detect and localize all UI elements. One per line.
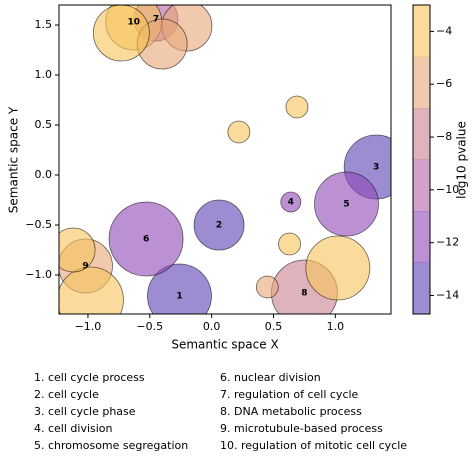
x-tick-label: −0.5 (136, 320, 163, 333)
bubble-label: 4 (288, 198, 294, 208)
colorbar-tick-label: −8 (436, 130, 452, 143)
colorbar-tick-label: −12 (436, 236, 459, 249)
bubble-label: 6 (143, 235, 149, 245)
colorbar-band (413, 108, 430, 160)
bubble (59, 227, 96, 273)
legend-entry: 5. chromosome segregation (34, 439, 188, 452)
bubble (255, 275, 279, 299)
legend-entry: 8. DNA metabolic process (220, 405, 362, 418)
bubble (227, 120, 251, 144)
colorbar-label: log10 pvalue (455, 121, 469, 199)
colorbar-tick-label: −4 (436, 24, 452, 37)
y-axis-label: Semantic space Y (7, 106, 21, 213)
legend-entry: 9. microtubule-based process (220, 422, 383, 435)
y-tick-label: 0.0 (35, 168, 53, 181)
y-tick-label: 1.0 (35, 68, 53, 81)
x-axis-label: Semantic space X (171, 338, 278, 352)
legend-entry: 2. cell cycle (34, 388, 99, 401)
legend-entry: 1. cell cycle process (34, 371, 145, 384)
bubble (305, 235, 371, 301)
bubble-label: 8 (301, 289, 307, 299)
bubble-label: 5 (343, 200, 349, 210)
y-tick-label: 0.5 (35, 118, 53, 131)
x-tick-label: 0.5 (265, 320, 283, 333)
bubble (278, 232, 301, 256)
bubble-label: 9 (82, 262, 88, 272)
legend-entry: 6. nuclear division (220, 371, 321, 384)
legend-entry: 10. regulation of mitotic cell cycle (220, 439, 407, 452)
x-tick-label: 1.0 (327, 320, 345, 333)
bubble (193, 199, 245, 251)
colorbar-tick-label: −6 (436, 77, 452, 90)
bubble-label: 7 (153, 15, 159, 25)
y-tick-label: −1.0 (25, 268, 52, 281)
x-tick-label: 0.0 (203, 320, 221, 333)
bubble (280, 191, 302, 213)
x-tick-label: −1.0 (75, 320, 102, 333)
colorbar-tick-label: −10 (436, 183, 459, 196)
colorbar-tick-label: −14 (436, 289, 459, 302)
legend-entry: 4. cell division (34, 422, 113, 435)
bubble (92, 5, 150, 62)
colorbar-band (413, 159, 430, 212)
bubble (147, 263, 212, 314)
bubble-label: 3 (373, 163, 379, 173)
bubble (59, 266, 124, 314)
colorbar-frame (412, 4, 431, 315)
plot-frame (58, 4, 392, 315)
legend-entry: 3. cell cycle phase (34, 405, 136, 418)
bubble-label: 1 (176, 292, 182, 302)
bubble-label: 2 (216, 221, 222, 231)
colorbar-band (413, 56, 430, 109)
y-tick-label: 1.5 (35, 18, 53, 31)
y-tick-label: −0.5 (25, 218, 52, 231)
bubble (285, 95, 309, 119)
colorbar-band (413, 5, 430, 57)
colorbar-band (413, 211, 430, 263)
plot-area (59, 5, 391, 314)
bubble (314, 171, 379, 237)
bubble-label: 10 (127, 18, 140, 28)
bubble (108, 201, 184, 277)
legend-entry: 7. regulation of cell cycle (220, 388, 359, 401)
colorbar-band (413, 262, 430, 315)
